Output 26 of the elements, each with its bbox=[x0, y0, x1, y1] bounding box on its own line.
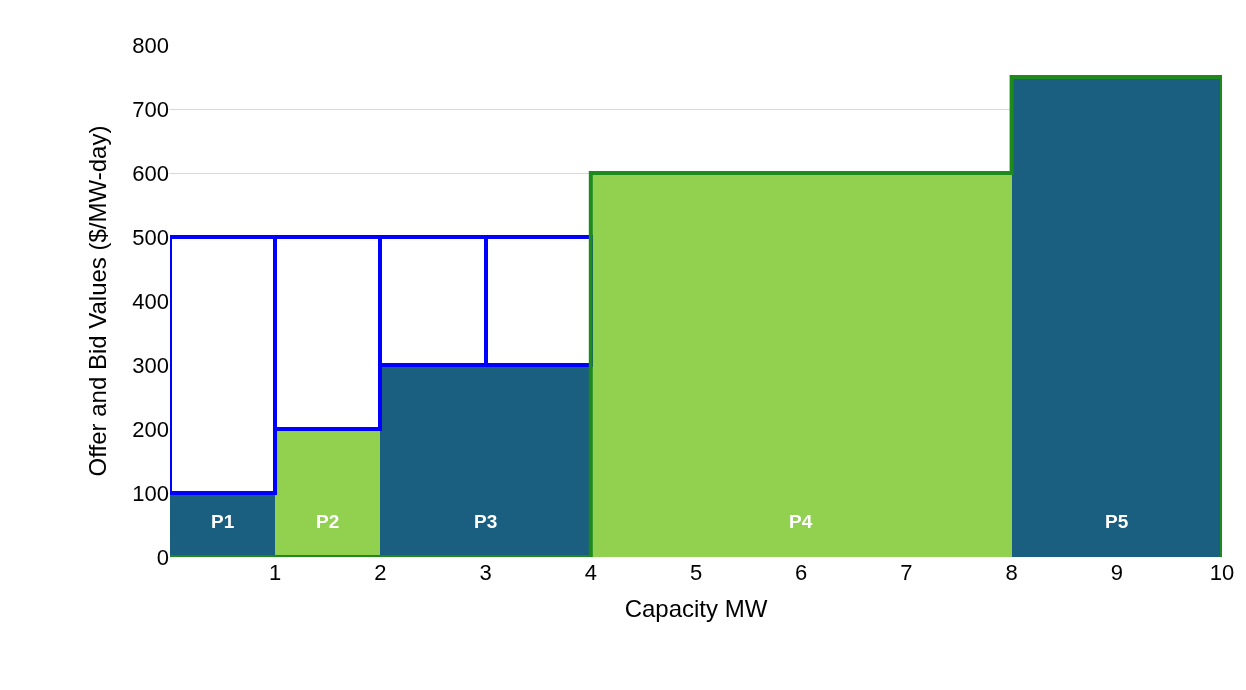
y-tick-label: 700 bbox=[132, 96, 169, 122]
y-tick-label: 800 bbox=[132, 32, 169, 58]
y-axis-title: Offer and Bid Values ($/MW-day) bbox=[84, 125, 112, 477]
y-tick-label: 600 bbox=[132, 160, 169, 186]
x-tick-label: 2 bbox=[374, 560, 387, 585]
y-tick-label: 500 bbox=[132, 224, 169, 250]
x-axis-title: Capacity MW bbox=[624, 595, 768, 623]
x-tick-label: 7 bbox=[900, 560, 913, 585]
annotation: P1 bbox=[211, 511, 235, 532]
x-tick-label: 10 bbox=[1209, 560, 1235, 585]
annotation: P4 bbox=[789, 511, 813, 532]
x-tick-label: 8 bbox=[1005, 560, 1018, 585]
y-tick-label: 100 bbox=[132, 480, 169, 506]
y-tick-label: 400 bbox=[132, 288, 169, 314]
y-tick-label: 300 bbox=[132, 352, 169, 378]
x-tick-label: 6 bbox=[795, 560, 808, 585]
annotation: P3 bbox=[474, 511, 498, 532]
y-tick-label: 200 bbox=[132, 416, 169, 442]
x-tick-label: 3 bbox=[479, 560, 492, 585]
annotation: P2 bbox=[316, 511, 340, 532]
y-tick-label: 0 bbox=[156, 544, 169, 570]
annotation: P5 bbox=[1105, 511, 1129, 532]
x-tick-label: 5 bbox=[689, 560, 703, 585]
x-tick-label: 9 bbox=[1110, 560, 1123, 585]
x-tick-label: 1 bbox=[269, 560, 282, 585]
x-tick-label: 4 bbox=[584, 560, 597, 585]
